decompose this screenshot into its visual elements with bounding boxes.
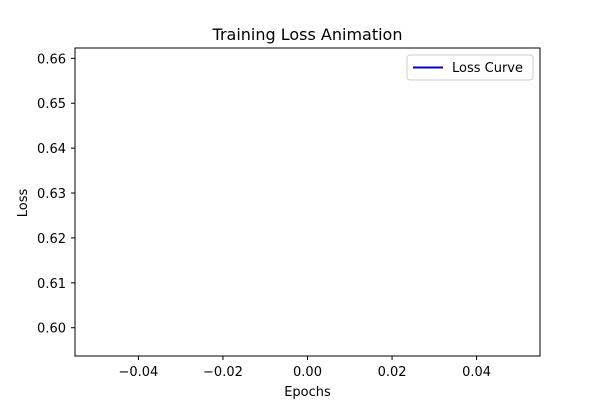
x-tick-label: −0.02 <box>203 365 243 380</box>
legend-label: Loss Curve <box>452 61 523 76</box>
chart-title: Training Loss Animation <box>212 25 403 44</box>
x-axis: −0.04 −0.02 0.00 0.02 0.04 <box>118 356 491 380</box>
x-tick-label: −0.04 <box>118 365 158 380</box>
y-tick-label: 0.63 <box>37 187 66 202</box>
y-axis: 0.60 0.61 0.62 0.63 0.64 0.65 0.66 <box>37 52 75 337</box>
y-axis-label: Loss <box>16 189 31 218</box>
legend-box <box>406 54 534 81</box>
x-axis-label: Epochs <box>284 385 331 400</box>
plot-area <box>74 47 541 357</box>
y-tick-label: 0.61 <box>37 277 66 292</box>
y-tick-label: 0.64 <box>37 142 66 157</box>
x-tick-label: 0.02 <box>378 365 407 380</box>
y-tick-label: 0.66 <box>37 52 66 67</box>
y-tick-label: 0.65 <box>37 97 66 112</box>
x-tick-label: 0.04 <box>462 365 491 380</box>
y-tick-label: 0.62 <box>37 232 66 247</box>
x-tick-label: 0.00 <box>293 365 322 380</box>
y-tick-label: 0.60 <box>37 322 66 337</box>
legend: Loss Curve <box>406 54 534 81</box>
